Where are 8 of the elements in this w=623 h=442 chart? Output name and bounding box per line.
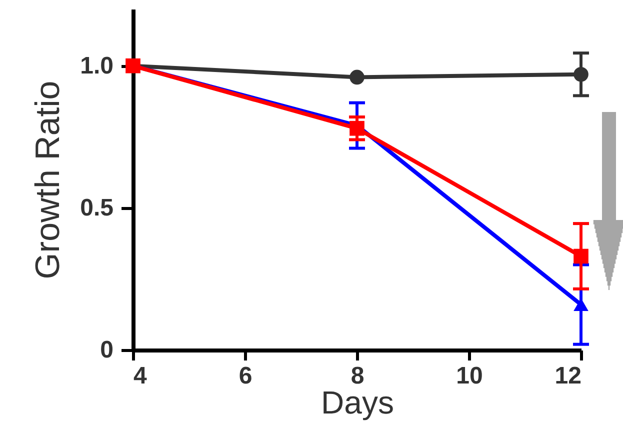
x-tick-label: 12: [554, 362, 582, 390]
y-tick-label: 1.0: [80, 52, 114, 80]
x-tick-label: 4: [134, 362, 148, 390]
x-tick-label: 10: [456, 362, 483, 390]
y-tick-label: 0: [100, 336, 114, 364]
x-tick-label: 6: [238, 362, 252, 390]
y-tick-label: 0.5: [80, 194, 114, 222]
y-axis-title: Growth Ratio: [29, 80, 68, 280]
